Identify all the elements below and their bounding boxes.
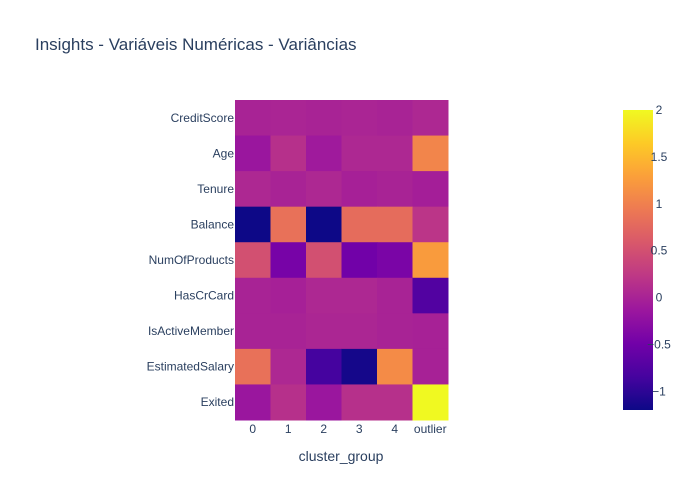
heatmap-cell: [377, 242, 413, 279]
heatmap-cell: [412, 313, 449, 350]
y-axis-tick-labels: CreditScore Age Tenure Balance NumOfProducts…: [147, 111, 235, 409]
heatmap-cell: [235, 206, 271, 243]
colorbar-tick-label: 0: [656, 291, 663, 305]
heatmap-cell: [306, 384, 342, 421]
colorbar-tick-label: 0.5: [651, 244, 668, 258]
heatmap-cell: [377, 100, 413, 137]
x-tick-label: 3: [356, 422, 363, 436]
heatmap-cell: [377, 384, 413, 421]
heatmap-cell: [306, 348, 342, 385]
heatmap-cell: [235, 171, 271, 208]
heatmap-cell: [270, 135, 307, 172]
x-tick-label: 1: [285, 422, 292, 436]
heatmap-cell: [341, 384, 378, 421]
y-tick-label: IsActiveMember: [148, 324, 234, 338]
x-axis-tick-labels: 0 1 2 3 4 outlier: [249, 422, 446, 436]
heatmap-cell: [341, 348, 378, 385]
heatmap-cell: [412, 100, 449, 137]
colorbar-tick-label: 2: [656, 103, 663, 117]
heatmap-cell: [270, 348, 307, 385]
heatmap-cell: [306, 277, 342, 314]
heatmap-cell: [341, 171, 378, 208]
heatmap-cell: [377, 135, 413, 172]
heatmap-cell: [341, 242, 378, 279]
heatmap-cell: [270, 384, 307, 421]
heatmap-cell: [412, 242, 449, 279]
heatmap-cell: [377, 348, 413, 385]
heatmap-cell: [235, 135, 271, 172]
heatmap-cell: [412, 348, 449, 385]
heatmap-cell: [270, 206, 307, 243]
heatmap-cell: [306, 206, 342, 243]
y-tick-label: Tenure: [197, 182, 234, 196]
heatmap-cell: [412, 206, 449, 243]
heatmap-cell: [235, 277, 271, 314]
x-axis-title: cluster_group: [299, 448, 384, 464]
y-tick-label: HasCrCard: [174, 289, 234, 303]
y-tick-label: NumOfProducts: [149, 253, 234, 267]
heatmap-cell: [412, 171, 449, 208]
heatmap-cell: [377, 313, 413, 350]
colorbar-tick-label: −1: [652, 384, 666, 398]
heatmap-cell: [377, 206, 413, 243]
heatmap-cell: [306, 100, 342, 137]
heatmap-cell: [377, 277, 413, 314]
colorbar-tick-label: −0.5: [647, 337, 671, 351]
heatmap-cell: [306, 135, 342, 172]
y-tick-label: EstimatedSalary: [147, 360, 234, 374]
heatmap-cell: [235, 242, 271, 279]
y-tick-label: Balance: [191, 217, 235, 231]
heatmap-cell: [341, 206, 378, 243]
heatmap-cell: [412, 135, 449, 172]
heatmap-cell: [270, 313, 307, 350]
heatmap-cell: [270, 171, 307, 208]
colorbar-tick-labels: 2 1.5 1 0.5 0 −0.5 −1: [647, 103, 671, 398]
heatmap-cell: [306, 313, 342, 350]
x-tick-label: 2: [320, 422, 327, 436]
heatmap-cell: [412, 384, 449, 421]
heatmap-cell: [235, 384, 271, 421]
heatmap-cell: [341, 313, 378, 350]
y-tick-label: CreditScore: [171, 111, 235, 125]
x-tick-label: 4: [391, 422, 398, 436]
colorbar-tick-label: 1: [656, 197, 663, 211]
heatmap-cell: [270, 100, 307, 137]
heatmap-cell: [235, 313, 271, 350]
heatmap-cell: [306, 242, 342, 279]
heatmap-cell: [235, 348, 271, 385]
heatmap-cell: [235, 100, 271, 137]
x-tick-label: outlier: [414, 422, 447, 436]
chart-title: Insights - Variáveis Numéricas - Variânc…: [35, 35, 357, 54]
colorbar-tick-label: 1.5: [651, 150, 668, 164]
heatmap-cell: [306, 171, 342, 208]
heatmap-cell: [341, 135, 378, 172]
heatmap-cells: [235, 100, 449, 421]
heatmap-cell: [270, 242, 307, 279]
heatmap-cell: [377, 171, 413, 208]
x-tick-label: 0: [249, 422, 256, 436]
heatmap-cell: [412, 277, 449, 314]
colorbar: [623, 110, 653, 410]
heatmap-cell: [341, 277, 378, 314]
heatmap-cell: [341, 100, 378, 137]
y-tick-label: Exited: [201, 395, 234, 409]
heatmap-cell: [270, 277, 307, 314]
y-tick-label: Age: [213, 146, 235, 160]
